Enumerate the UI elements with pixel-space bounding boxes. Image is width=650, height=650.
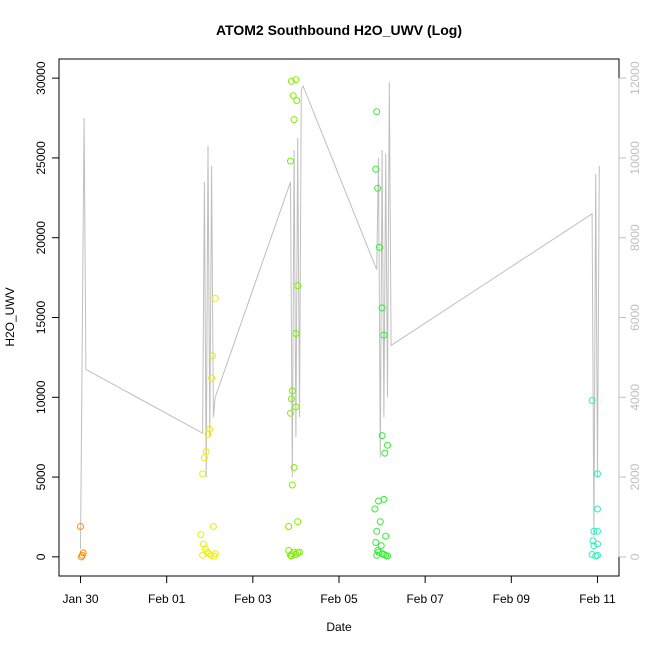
y-tick-label-4: 20000 bbox=[34, 221, 48, 255]
x-tick-label-5: Feb 09 bbox=[493, 592, 531, 606]
data-point-s4-10 bbox=[592, 552, 600, 560]
data-point-s1-0 bbox=[199, 470, 207, 478]
data-point-s2-20 bbox=[292, 551, 300, 558]
data-point-s3-0 bbox=[373, 108, 381, 116]
data-point-s3-23 bbox=[373, 551, 381, 559]
track-layer bbox=[80, 82, 600, 549]
data-point-s3-4 bbox=[378, 304, 386, 312]
data-point-s2-3 bbox=[290, 116, 298, 124]
data-point-s2-11 bbox=[292, 403, 300, 411]
data-point-s0-0 bbox=[77, 523, 84, 530]
data-point-s1-16 bbox=[199, 551, 207, 559]
data-point-s0-3 bbox=[79, 549, 87, 557]
data-point-s2-8 bbox=[288, 387, 296, 395]
data-point-s3-10 bbox=[375, 497, 382, 505]
data-point-s3-6 bbox=[378, 432, 386, 440]
y-tick-label-1: 5000 bbox=[34, 463, 48, 490]
x-tick-label-2: Feb 03 bbox=[234, 592, 272, 606]
data-point-s2-0 bbox=[287, 157, 294, 165]
data-point-s3-15 bbox=[372, 539, 380, 546]
data-point-s2-13 bbox=[288, 481, 296, 489]
data-point-s3-14 bbox=[382, 532, 390, 540]
y2-tick-label-6: 12000 bbox=[628, 61, 642, 95]
data-point-s1-4 bbox=[206, 425, 214, 433]
data-point-s2-23 bbox=[287, 552, 295, 560]
data-point-s2-15 bbox=[285, 523, 293, 530]
y2-tick-label-3: 6000 bbox=[628, 304, 642, 331]
chart-title: ATOM2 Southbound H2O_UWV (Log) bbox=[216, 22, 462, 38]
data-point-s2-5 bbox=[293, 97, 301, 104]
data-point-s4-8 bbox=[588, 551, 596, 558]
x-tick-label-1: Feb 01 bbox=[148, 592, 186, 606]
data-point-s2-2 bbox=[289, 92, 297, 100]
data-point-s3-5 bbox=[380, 331, 388, 339]
y-tick-label-6: 30000 bbox=[34, 61, 48, 95]
x-tick-label-3: Feb 05 bbox=[320, 592, 358, 606]
data-point-s1-6 bbox=[209, 352, 216, 360]
y2-tick-label-4: 8000 bbox=[628, 224, 642, 251]
y-tick-label-3: 15000 bbox=[34, 300, 48, 334]
y-tick-label-5: 25000 bbox=[34, 141, 48, 175]
data-point-s3-1 bbox=[372, 165, 380, 173]
data-point-s2-10 bbox=[287, 409, 294, 417]
x-tick-label-4: Feb 07 bbox=[406, 592, 444, 606]
data-point-s2-4 bbox=[292, 76, 300, 84]
y2-tick-label-0: 0 bbox=[628, 553, 642, 560]
data-point-s2-12 bbox=[290, 464, 298, 471]
data-point-s3-3 bbox=[375, 243, 383, 251]
data-point-s1-10 bbox=[200, 540, 207, 548]
plot-frame bbox=[58, 58, 620, 577]
data-point-s2-9 bbox=[287, 395, 295, 403]
data-point-s1-3 bbox=[204, 430, 212, 438]
y2-tick-label-1: 2000 bbox=[628, 463, 642, 490]
data-point-s4-1 bbox=[594, 470, 601, 478]
data-point-s3-2 bbox=[374, 184, 382, 192]
track-line bbox=[80, 82, 600, 549]
data-point-s4-3 bbox=[590, 527, 598, 535]
axes-layer: Jan 30 Feb 01 Feb 03 Feb 05 Feb 07 Feb 09 Feb … bbox=[34, 58, 642, 606]
data-point-s3-8 bbox=[381, 449, 389, 457]
data-point-s1-9 bbox=[209, 523, 217, 530]
y-tick-label-2: 10000 bbox=[34, 380, 48, 414]
x-tick-label-0: Jan 30 bbox=[63, 592, 99, 606]
data-point-s3-16 bbox=[377, 542, 385, 550]
data-point-s4-7 bbox=[590, 542, 598, 550]
data-point-s2-1 bbox=[287, 77, 295, 85]
data-point-s2-6 bbox=[294, 282, 302, 290]
data-point-s1-1 bbox=[200, 454, 208, 462]
y-axis-label: H2O_UWV bbox=[3, 287, 17, 346]
data-point-s4-6 bbox=[594, 540, 601, 548]
data-point-s1-8 bbox=[197, 531, 205, 538]
data-point-s3-7 bbox=[384, 441, 391, 449]
x-axis-label: Date bbox=[326, 620, 352, 634]
data-point-s1-7 bbox=[211, 294, 219, 302]
data-point-s1-14 bbox=[207, 551, 215, 559]
data-point-s2-22 bbox=[296, 548, 303, 556]
y2-tick-label-2: 4000 bbox=[628, 384, 642, 411]
data-point-s1-2 bbox=[202, 448, 210, 455]
data-point-s1-5 bbox=[208, 374, 216, 382]
y-tick-label-0: 0 bbox=[34, 553, 48, 560]
y2-tick-label-5: 10000 bbox=[628, 141, 642, 175]
data-point-s2-14 bbox=[294, 518, 302, 526]
x-tick-label-6: Feb 11 bbox=[579, 592, 616, 606]
data-point-s3-11 bbox=[371, 505, 379, 513]
data-point-s1-17 bbox=[211, 550, 219, 558]
data-point-s4-2 bbox=[594, 505, 601, 513]
data-point-s3-12 bbox=[376, 518, 384, 526]
data-point-s3-13 bbox=[373, 527, 381, 535]
data-point-s4-0 bbox=[588, 397, 596, 404]
points-layer bbox=[77, 76, 601, 561]
data-point-s4-5 bbox=[589, 537, 597, 545]
data-point-s2-7 bbox=[292, 330, 300, 337]
data-point-s4-4 bbox=[594, 527, 601, 535]
data-point-s3-22 bbox=[384, 552, 391, 560]
